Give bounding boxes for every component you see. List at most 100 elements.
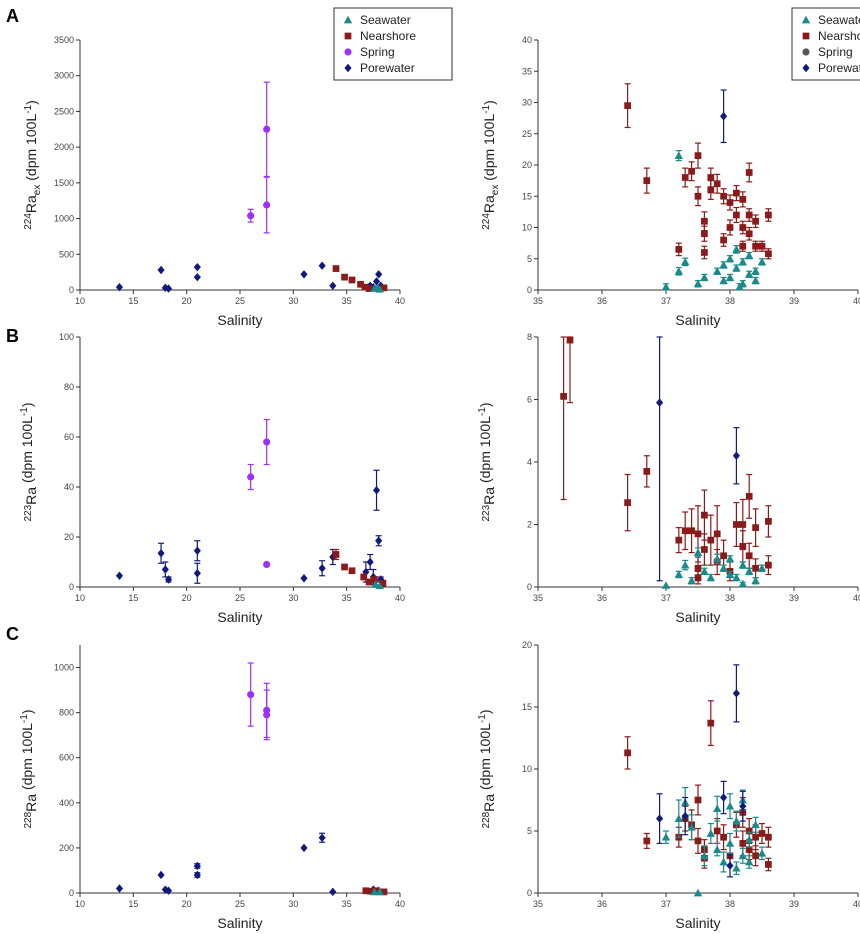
y-tick-label: 0: [527, 285, 532, 295]
chart-a-right: 35 36 37 38 39 40 0 5 10 15 20 25 30 35 40 Salinity 224R…: [481, 7, 860, 328]
data-point-seawater: [674, 267, 683, 275]
data-point-nearshore: [694, 530, 702, 538]
panel-label-a: A: [6, 6, 19, 26]
data-point-spring: [263, 560, 271, 569]
data-point-seawater: [713, 267, 722, 275]
data-point-seawater: [687, 823, 696, 831]
chart-b-right: 35 36 37 38 39 40 0 2 4 6 8 Salinity 223Ra (dpm 100L…: [477, 332, 860, 625]
x-tick-label: 25: [235, 296, 245, 306]
data-point-seawater: [700, 851, 709, 860]
data-point-porewater: [726, 861, 734, 870]
panel-label-b: B: [6, 326, 19, 346]
y-axis-label-part: 228: [481, 811, 492, 828]
x-axis-label: Salinity: [217, 915, 262, 931]
data-point-porewater: [720, 112, 728, 121]
y-axis-label-part: Ra: [23, 487, 39, 505]
y-axis-label-part: Ra: [481, 195, 497, 213]
legend-label-nearshore: Nearshore: [818, 29, 860, 43]
x-tick-label: 36: [597, 899, 607, 909]
x-axis-label: Salinity: [675, 609, 720, 625]
y-tick-label: 4: [527, 457, 532, 467]
data-point-nearshore: [675, 246, 683, 253]
data-point-nearshore: [739, 224, 747, 231]
y-axis-label-part: ): [477, 403, 493, 408]
data-point-nearshore: [720, 833, 727, 841]
data-point-nearshore: [332, 551, 340, 558]
data-point-porewater: [193, 262, 201, 272]
data-point-nearshore: [707, 186, 715, 194]
x-tick-label: 38: [725, 899, 735, 909]
data-point-nearshore: [752, 852, 759, 860]
data-point-porewater: [300, 574, 308, 583]
data-point-nearshore: [720, 552, 727, 560]
y-tick-label: 2: [527, 520, 532, 530]
x-axis-label: Salinity: [675, 915, 720, 931]
data-point-spring: [263, 711, 271, 719]
data-point-seawater: [693, 888, 703, 897]
y-axis-label: 224Raex (dpm 100L-1): [481, 100, 501, 230]
data-point-seawater: [751, 276, 760, 284]
y-axis-label-part: (dpm 100L: [23, 114, 39, 185]
data-point-seawater: [681, 257, 690, 266]
x-tick-label: 38: [725, 593, 735, 603]
data-point-nearshore: [371, 576, 378, 583]
data-point-nearshore: [694, 152, 702, 159]
data-point-nearshore: [720, 192, 727, 200]
legend: Seawater Nearshore Spring Porewater: [791, 7, 860, 81]
data-point-nearshore: [765, 561, 772, 569]
data-point-spring: [263, 438, 271, 446]
y-axis-label-part: (dpm 100L: [481, 114, 497, 185]
data-point-nearshore: [701, 249, 708, 256]
data-point-spring: [263, 201, 271, 209]
x-tick-label: 35: [342, 899, 352, 909]
y-tick-label: 3500: [54, 35, 74, 45]
y-tick-label: 60: [64, 432, 74, 442]
data-point-nearshore: [365, 285, 373, 292]
data-point-nearshore: [688, 527, 695, 535]
data-point-nearshore: [624, 499, 631, 506]
data-point-porewater: [372, 277, 381, 286]
data-point-nearshore: [765, 833, 772, 841]
data-point-seawater: [745, 251, 754, 259]
data-point-nearshore: [733, 211, 740, 219]
data-point-seawater: [661, 833, 671, 841]
data-point-nearshore: [713, 827, 721, 835]
x-tick-label: 39: [789, 593, 799, 603]
x-tick-label: 40: [395, 296, 405, 306]
y-tick-label: 2000: [54, 142, 74, 152]
data-point-nearshore: [745, 169, 753, 176]
data-point-nearshore: [752, 217, 759, 225]
data-point-nearshore: [360, 573, 368, 581]
data-point-nearshore: [373, 887, 380, 895]
y-axis-label: 224Raex (dpm 100L-1): [23, 100, 43, 230]
data-point-seawater: [719, 564, 728, 572]
data-point-nearshore: [675, 536, 683, 544]
data-point-porewater: [115, 282, 124, 292]
data-point-seawater: [725, 802, 735, 810]
data-point-nearshore: [681, 527, 689, 535]
y-axis-label-part: ex: [32, 185, 43, 196]
x-tick-label: 10: [75, 296, 85, 306]
x-tick-label: 15: [128, 593, 138, 603]
legend-label-spring: Spring: [360, 45, 395, 59]
legend-marker-porewater: [344, 63, 352, 73]
y-axis-label: 228Ra (dpm 100L-1): [477, 710, 497, 829]
data-point-seawater: [681, 560, 690, 569]
data-point-nearshore: [348, 567, 356, 575]
data-point-porewater: [300, 843, 308, 853]
y-tick-label: 20: [522, 640, 532, 650]
data-point-seawater: [719, 260, 728, 269]
data-point-seawater: [725, 570, 735, 578]
y-axis-label-part: -1: [19, 714, 30, 723]
legend-marker-seawater: [801, 15, 811, 24]
data-point-nearshore: [694, 796, 702, 804]
data-point-nearshore: [745, 493, 753, 500]
data-point-porewater: [318, 564, 326, 573]
data-point-seawater: [757, 257, 767, 266]
x-axis-label: Salinity: [217, 609, 262, 625]
y-tick-label: 35: [522, 66, 532, 76]
data-point-nearshore: [701, 217, 708, 225]
y-tick-label: 100: [59, 332, 74, 342]
legend-box: [333, 7, 453, 81]
data-point-porewater: [157, 549, 165, 558]
